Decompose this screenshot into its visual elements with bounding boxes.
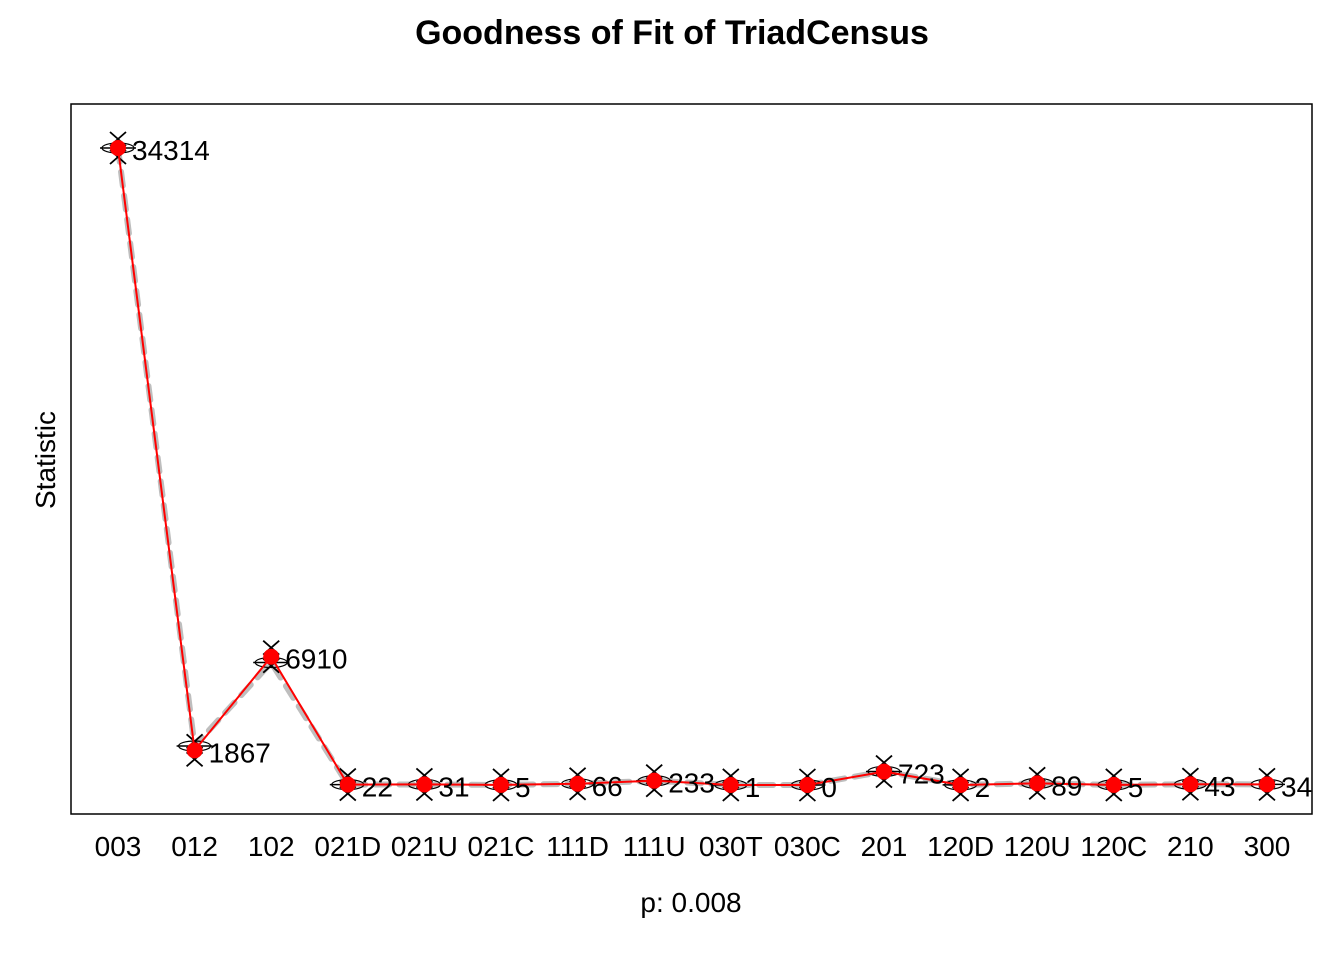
value-label-300: 34: [1281, 771, 1312, 802]
value-label-111U: 233: [668, 768, 715, 799]
simulated-series: [100, 131, 1285, 802]
value-label-120U: 89: [1051, 770, 1082, 801]
observed-point-102: [263, 648, 280, 665]
observed-point-120U: [1029, 775, 1046, 792]
value-label-030C: 0: [821, 772, 837, 803]
observed-point-012: [186, 742, 203, 759]
x-tick-label-111D: 111D: [546, 831, 609, 862]
observed-point-021U: [416, 776, 433, 793]
x-tick-label-201: 201: [861, 831, 908, 862]
observed-point-030C: [799, 777, 816, 793]
x-tick-label-210: 210: [1167, 831, 1214, 862]
value-label-120C: 5: [1128, 772, 1144, 803]
observed-point-003: [110, 140, 126, 156]
observed-series: [110, 140, 1275, 793]
value-label-021D: 22: [362, 772, 393, 803]
value-label-201: 723: [898, 759, 945, 790]
x-tick-label-120C: 120C: [1080, 831, 1147, 862]
observed-line: [117, 147, 1268, 787]
observed-point-030T: [722, 776, 739, 793]
observed-point-111D: [569, 775, 586, 792]
value-label-012: 1867: [209, 737, 271, 768]
value-label-210: 43: [1204, 771, 1235, 802]
chart-title: Goodness of Fit of TriadCensus: [415, 14, 929, 52]
x-tick-label-300: 300: [1244, 831, 1291, 862]
observed-point-021D: [339, 776, 356, 793]
x-tick-label-021U: 021U: [391, 831, 458, 862]
value-label-021U: 31: [438, 771, 469, 802]
x-tick-label-120D: 120D: [927, 831, 994, 862]
value-label-120D: 2: [975, 772, 991, 803]
x-tick-labels: 003 012 102 021D 021U 021C 111D 111U 030T 030C 201…: [95, 831, 1291, 862]
observed-point-021C: [493, 776, 509, 793]
x-tick-label-021C: 021C: [468, 831, 535, 862]
x-tick-label-102: 102: [248, 831, 295, 862]
observed-point-201: [876, 763, 892, 780]
value-labels: 34314 1867 6910 22 31 5 66 233 1 0 723 2 89 5 43 34: [132, 135, 1312, 803]
x-tick-label-120U: 120U: [1004, 831, 1071, 862]
y-axis-label: Statistic: [30, 411, 61, 509]
x-tick-label-012: 012: [171, 831, 218, 862]
value-label-021C: 5: [515, 772, 531, 803]
x-tick-label-030T: 030T: [699, 831, 763, 862]
observed-point-210: [1182, 776, 1199, 793]
value-label-111D: 66: [592, 771, 623, 802]
x-axis-label: p: 0.008: [640, 887, 741, 918]
x-tick-label-021D: 021D: [314, 831, 381, 862]
value-label-030T: 1: [745, 772, 761, 803]
observed-point-120D: [952, 776, 969, 793]
observed-point-120C: [1105, 776, 1122, 793]
value-label-102: 6910: [285, 644, 347, 675]
observed-point-111U: [646, 772, 663, 789]
x-tick-label-111U: 111U: [623, 831, 686, 862]
plot-frame: [70, 103, 1313, 815]
x-tick-label-003: 003: [95, 831, 142, 862]
value-label-003: 34314: [132, 135, 210, 166]
x-tick-label-030C: 030C: [774, 831, 841, 862]
observed-point-300: [1259, 776, 1275, 793]
